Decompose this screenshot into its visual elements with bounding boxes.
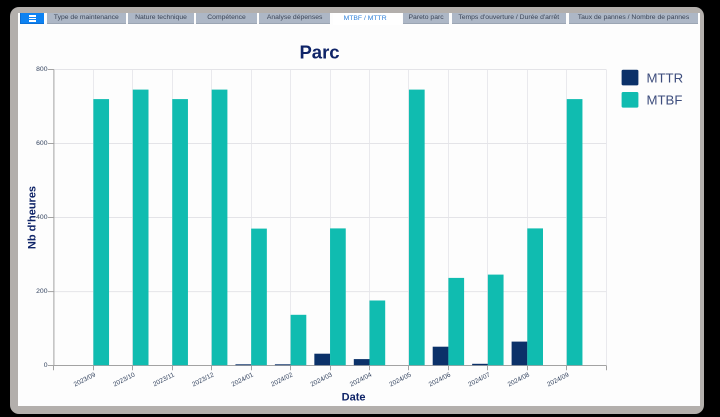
svg-text:2024/01: 2024/01	[231, 371, 255, 388]
svg-text:Nb d'heures: Nb d'heures	[27, 186, 39, 249]
svg-text:2023/10: 2023/10	[112, 371, 136, 388]
svg-text:MTBF: MTBF	[647, 93, 683, 108]
svg-text:200: 200	[36, 288, 48, 295]
svg-text:2024/06: 2024/06	[428, 371, 452, 388]
svg-text:800: 800	[36, 66, 48, 73]
svg-text:Date: Date	[342, 392, 366, 404]
svg-text:Parc: Parc	[299, 42, 339, 63]
svg-text:2023/12: 2023/12	[191, 371, 215, 388]
svg-text:2024/09: 2024/09	[546, 371, 570, 388]
svg-text:2024/04: 2024/04	[349, 371, 373, 388]
svg-text:MTTR: MTTR	[647, 71, 684, 86]
svg-text:400: 400	[36, 214, 48, 221]
svg-text:2024/05: 2024/05	[388, 371, 412, 388]
svg-text:2024/07: 2024/07	[467, 371, 491, 388]
svg-text:2023/11: 2023/11	[152, 371, 176, 388]
svg-text:2024/08: 2024/08	[507, 371, 531, 388]
svg-text:600: 600	[36, 140, 48, 147]
svg-text:2024/03: 2024/03	[309, 371, 333, 388]
svg-text:2023/09: 2023/09	[73, 371, 97, 388]
svg-text:0: 0	[44, 362, 48, 369]
svg-text:2024/02: 2024/02	[270, 371, 294, 388]
